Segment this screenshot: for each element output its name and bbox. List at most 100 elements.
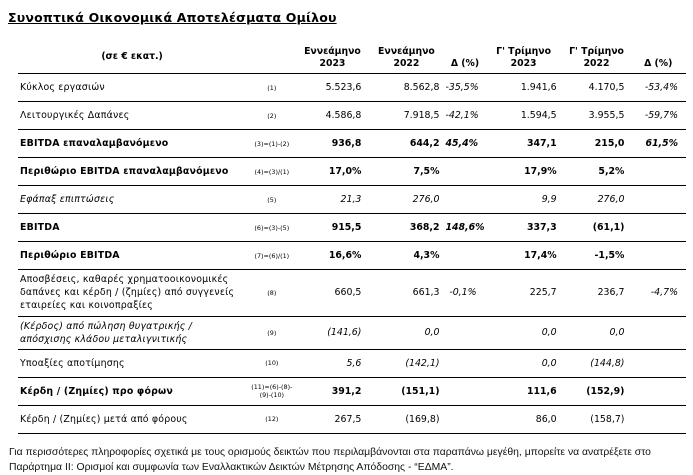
col-header-delta-q3: Δ (%) bbox=[630, 46, 686, 75]
table-row: Περιθώριο EBITDA επαναλαμβανόμενο (4)=(3)… bbox=[18, 157, 686, 187]
cell-value: 7,5% bbox=[367, 157, 446, 187]
cell-value: (142,1) bbox=[367, 349, 446, 378]
row-formula: (3)=(1)-(2) bbox=[246, 129, 298, 159]
cell-value: 3.955,5 bbox=[562, 101, 631, 131]
row-label: (Κέρδος) από πώληση θυγατρικής / απόσχισ… bbox=[18, 316, 247, 350]
cell-value: 17,9% bbox=[484, 157, 563, 187]
table-row: Λειτουργικές Δαπάνες (2) 4.586,8 7.918,5 -42… bbox=[18, 101, 686, 131]
row-label: Περιθώριο EBITDA bbox=[18, 241, 247, 271]
row-label: EBITDA bbox=[18, 213, 247, 243]
row-formula: (6)=(3)-(5) bbox=[246, 213, 298, 243]
row-label: Αποσβέσεις, καθαρές χρηματοοικονομικές δ… bbox=[18, 269, 247, 317]
cell-value: 45,4% bbox=[445, 129, 485, 159]
cell-value: 16,6% bbox=[297, 241, 368, 271]
cell-value: -42,1% bbox=[445, 101, 485, 131]
cell-value bbox=[630, 377, 686, 406]
row-label: Λειτουργικές Δαπάνες bbox=[18, 101, 247, 131]
table-row: Κύκλος εργασιών (1) 5.523,6 8.562,8 -35,5% 1.… bbox=[18, 73, 686, 103]
cell-value: 0,0 bbox=[484, 316, 563, 350]
row-label: Κέρδη / (Ζημίες) μετά από φόρους bbox=[18, 405, 247, 434]
cell-value: (169,8) bbox=[367, 405, 446, 434]
cell-value: 86,0 bbox=[484, 405, 563, 434]
cell-value bbox=[630, 349, 686, 378]
cell-value bbox=[445, 185, 485, 215]
cell-value bbox=[630, 405, 686, 434]
cell-value: 148,6% bbox=[445, 213, 485, 243]
row-formula: (10) bbox=[246, 349, 298, 378]
table-row: Εφάπαξ επιπτώσεις (5) 21,3 276,0 9,9 276,0 bbox=[18, 185, 686, 215]
cell-value: -0,1% bbox=[445, 269, 485, 317]
cell-value: 21,3 bbox=[297, 185, 368, 215]
cell-value: 337,3 bbox=[484, 213, 563, 243]
cell-value: (158,7) bbox=[562, 405, 631, 434]
cell-value: (141,6) bbox=[297, 316, 368, 350]
table-row: Κέρδη / (Ζημίες) μετά από φόρους (12) 267,… bbox=[18, 405, 686, 434]
cell-value: 225,7 bbox=[484, 269, 563, 317]
table-row: EBITDA (6)=(3)-(5) 915,5 368,2 148,6% 337,3 (6… bbox=[18, 213, 686, 243]
table-row: Κέρδη / (Ζημίες) προ φόρων (11)=(6)-(8)-(… bbox=[18, 377, 686, 406]
cell-value bbox=[445, 349, 485, 378]
row-label: Κέρδη / (Ζημίες) προ φόρων bbox=[18, 377, 247, 406]
cell-value: 267,5 bbox=[297, 405, 368, 434]
cell-value: 936,8 bbox=[297, 129, 368, 159]
cell-value: 1.941,6 bbox=[484, 73, 563, 103]
table-row: Αποσβέσεις, καθαρές χρηματοοικονομικές δ… bbox=[18, 269, 686, 317]
row-formula: (5) bbox=[246, 185, 298, 215]
formula-column-header bbox=[246, 46, 298, 75]
row-formula: (11)=(6)-(8)-(9)-(10) bbox=[246, 377, 298, 406]
unit-label: (σε € εκατ.) bbox=[18, 46, 247, 75]
cell-value bbox=[445, 405, 485, 434]
cell-value: 915,5 bbox=[297, 213, 368, 243]
cell-value: 4,3% bbox=[367, 241, 446, 271]
cell-value: 4.170,5 bbox=[562, 73, 631, 103]
cell-value bbox=[630, 241, 686, 271]
cell-value: 9,9 bbox=[484, 185, 563, 215]
cell-value: 5,2% bbox=[562, 157, 631, 187]
cell-value bbox=[445, 157, 485, 187]
cell-value: 215,0 bbox=[562, 129, 631, 159]
cell-value: -53,4% bbox=[630, 73, 686, 103]
row-formula: (4)=(3)/(1) bbox=[246, 157, 298, 187]
cell-value: 0,0 bbox=[367, 316, 446, 350]
table-row: (Κέρδος) από πώληση θυγατρικής / απόσχισ… bbox=[18, 316, 686, 350]
table-row: Περιθώριο EBITDA (7)=(6)/(1) 16,6% 4,3% 17,4… bbox=[18, 241, 686, 271]
cell-value bbox=[630, 316, 686, 350]
cell-value: 1.594,5 bbox=[484, 101, 563, 131]
cell-value: -59,7% bbox=[630, 101, 686, 131]
table-body: Κύκλος εργασιών (1) 5.523,6 8.562,8 -35,5% 1.… bbox=[18, 73, 686, 434]
row-label: EBITDA επαναλαμβανόμενο bbox=[18, 129, 247, 159]
cell-value bbox=[630, 213, 686, 243]
page-title: Συνοπτικά Οικονομικά Αποτελέσματα Ομίλου bbox=[8, 10, 337, 25]
cell-value bbox=[445, 316, 485, 350]
col-header-q3-2023: Γ' Τρίμηνο 2023 bbox=[484, 46, 563, 75]
cell-value: 276,0 bbox=[367, 185, 446, 215]
cell-value: 61,5% bbox=[630, 129, 686, 159]
row-formula: (12) bbox=[246, 405, 298, 434]
row-formula: (9) bbox=[246, 316, 298, 350]
cell-value: 660,5 bbox=[297, 269, 368, 317]
cell-value: -4,7% bbox=[630, 269, 686, 317]
col-header-delta-9m: Δ (%) bbox=[445, 46, 485, 75]
row-label: Κύκλος εργασιών bbox=[18, 73, 247, 103]
header-row: (σε € εκατ.) Εννεάμηνο 2023 Εννεάμηνο 20… bbox=[18, 46, 686, 75]
row-label: Περιθώριο EBITDA επαναλαμβανόμενο bbox=[18, 157, 247, 187]
cell-value: -35,5% bbox=[445, 73, 485, 103]
row-label: Εφάπαξ επιπτώσεις bbox=[18, 185, 247, 215]
row-formula: (1) bbox=[246, 73, 298, 103]
cell-value: 391,2 bbox=[297, 377, 368, 406]
cell-value: 17,0% bbox=[297, 157, 368, 187]
cell-value: (152,9) bbox=[562, 377, 631, 406]
cell-value: 5.523,6 bbox=[297, 73, 368, 103]
col-header-9m-2023: Εννεάμηνο 2023 bbox=[297, 46, 368, 75]
row-formula: (7)=(6)/(1) bbox=[246, 241, 298, 271]
row-formula: (2) bbox=[246, 101, 298, 131]
cell-value: -1,5% bbox=[562, 241, 631, 271]
col-header-q3-2022: Γ' Τρίμηνο 2022 bbox=[562, 46, 631, 75]
cell-value: (151,1) bbox=[367, 377, 446, 406]
cell-value: 276,0 bbox=[562, 185, 631, 215]
cell-value: 17,4% bbox=[484, 241, 563, 271]
cell-value: 347,1 bbox=[484, 129, 563, 159]
cell-value: 236,7 bbox=[562, 269, 631, 317]
cell-value: 644,2 bbox=[367, 129, 446, 159]
